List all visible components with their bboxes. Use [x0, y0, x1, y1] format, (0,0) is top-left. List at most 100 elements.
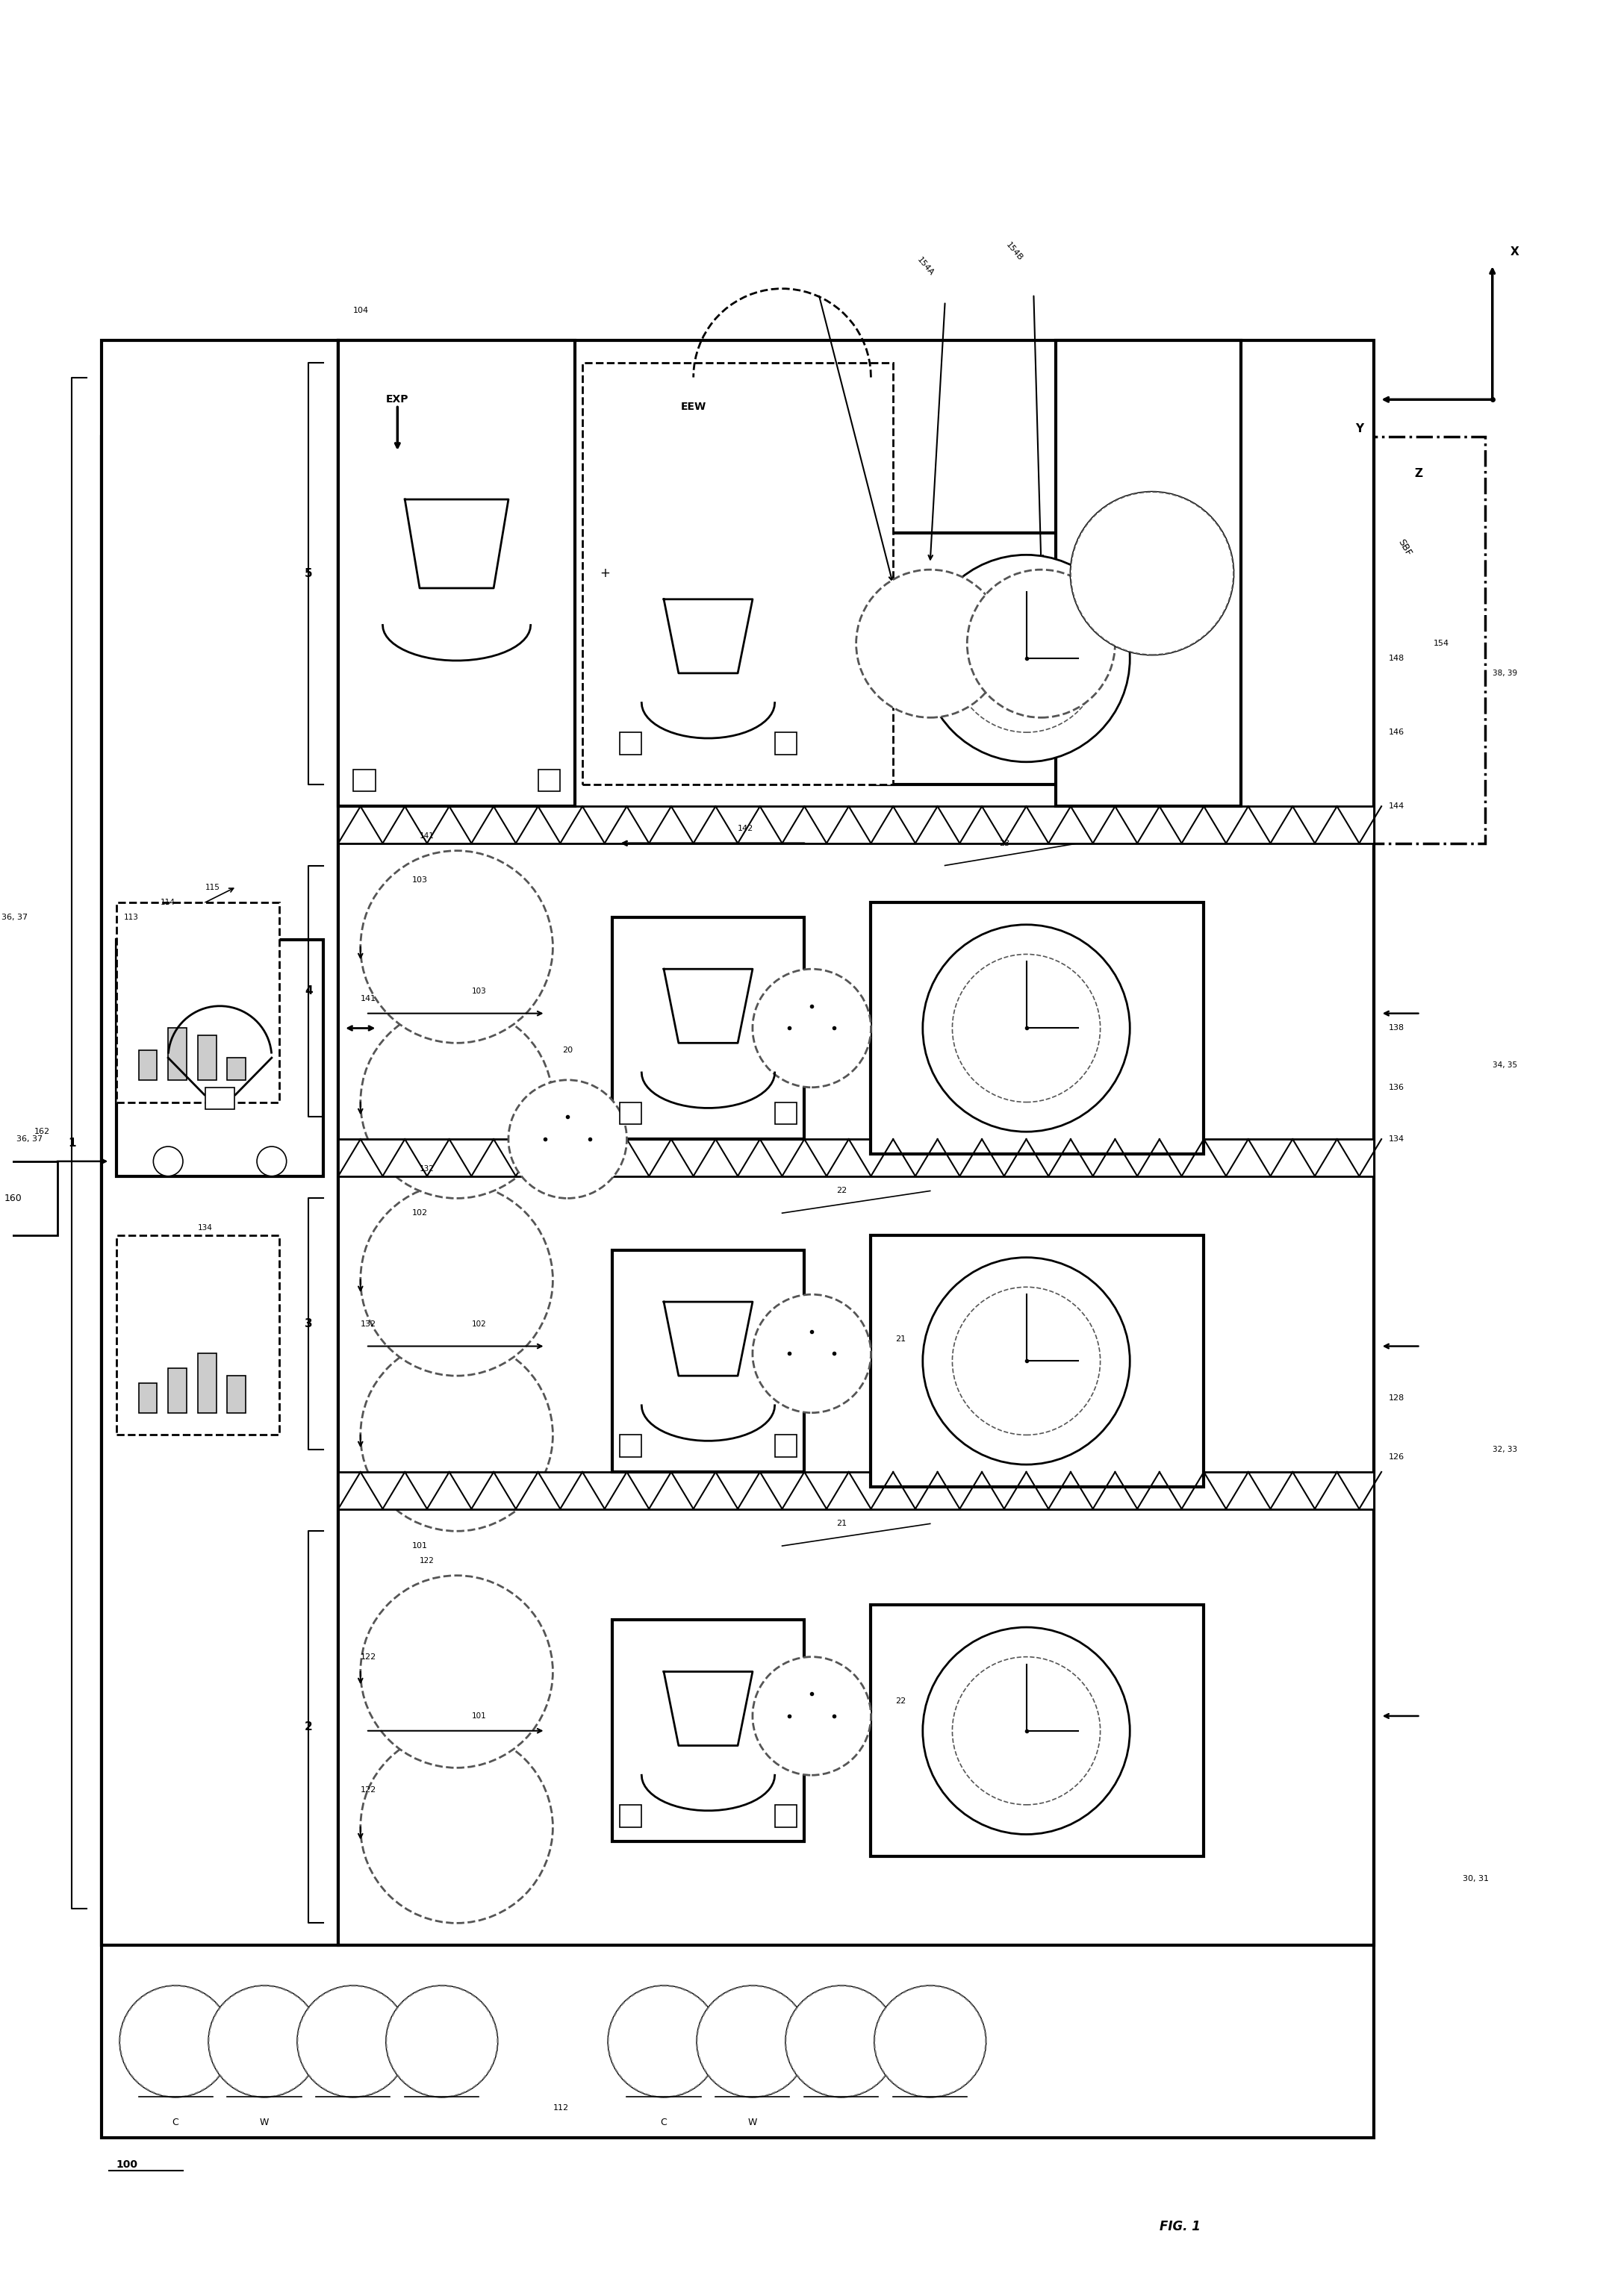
- Circle shape: [922, 1628, 1129, 1835]
- Text: C: C: [660, 2117, 667, 2128]
- Bar: [102, 340, 338, 1945]
- Text: 101: 101: [471, 1713, 485, 1720]
- Bar: [775, 732, 798, 755]
- Circle shape: [752, 1658, 870, 1775]
- Text: 160: 160: [3, 1194, 21, 1203]
- Text: 148: 148: [1388, 654, 1404, 661]
- Bar: [205, 1088, 235, 1109]
- Circle shape: [875, 1986, 985, 2096]
- Circle shape: [786, 1986, 896, 2096]
- Text: 36, 37: 36, 37: [16, 1137, 42, 1143]
- Circle shape: [856, 569, 1005, 719]
- Text: 154A: 154A: [916, 255, 935, 278]
- Text: X: X: [1510, 246, 1519, 257]
- Text: 141: 141: [419, 831, 435, 840]
- Bar: [338, 340, 574, 806]
- Bar: [775, 1805, 798, 1828]
- Text: 154: 154: [1434, 641, 1450, 647]
- Polygon shape: [663, 969, 752, 1042]
- Bar: [612, 1249, 804, 1472]
- Text: 142: 142: [738, 824, 752, 831]
- Circle shape: [257, 1146, 286, 1176]
- Circle shape: [120, 1986, 231, 2096]
- Polygon shape: [663, 1671, 752, 1745]
- Bar: [620, 1805, 642, 1828]
- Text: EEW: EEW: [681, 402, 705, 413]
- Text: 126: 126: [1388, 1453, 1404, 1460]
- Circle shape: [697, 1986, 807, 2096]
- Bar: [227, 1375, 246, 1412]
- Text: 5: 5: [304, 567, 312, 579]
- Text: +: +: [599, 567, 610, 581]
- Polygon shape: [404, 501, 508, 588]
- Circle shape: [608, 1986, 720, 2096]
- Bar: [102, 436, 1374, 2138]
- Bar: [116, 902, 278, 1102]
- Text: 136: 136: [1388, 1084, 1404, 1091]
- Text: 138: 138: [1388, 1024, 1404, 1031]
- Text: 154B: 154B: [1005, 241, 1024, 262]
- Circle shape: [1071, 491, 1233, 654]
- Bar: [870, 533, 1204, 785]
- Text: 128: 128: [1388, 1394, 1404, 1403]
- Text: EXP: EXP: [387, 395, 409, 404]
- Text: 101: 101: [413, 1543, 427, 1550]
- Text: 122: 122: [361, 1786, 377, 1793]
- Circle shape: [1071, 491, 1233, 654]
- Bar: [612, 916, 804, 1139]
- Bar: [870, 1605, 1204, 1857]
- Bar: [116, 939, 324, 1176]
- Text: 132: 132: [361, 1320, 377, 1327]
- Bar: [227, 1058, 246, 1079]
- Circle shape: [752, 1295, 870, 1412]
- Circle shape: [120, 1986, 231, 2096]
- Text: 38, 39: 38, 39: [1492, 670, 1518, 677]
- Text: W: W: [259, 2117, 269, 2128]
- Text: SBF: SBF: [1396, 537, 1414, 558]
- Text: 3: 3: [304, 1318, 312, 1329]
- Bar: [775, 1102, 798, 1125]
- Text: 32, 33: 32, 33: [1492, 1446, 1518, 1453]
- Circle shape: [209, 1986, 320, 2096]
- Text: 162: 162: [34, 1127, 50, 1137]
- Text: 22: 22: [837, 1187, 846, 1194]
- Circle shape: [387, 1986, 497, 2096]
- Bar: [353, 769, 375, 792]
- Text: 102: 102: [471, 1320, 485, 1327]
- Text: 20: 20: [563, 1047, 573, 1054]
- Circle shape: [154, 1146, 183, 1176]
- Circle shape: [953, 1288, 1100, 1435]
- Text: 21: 21: [837, 1520, 846, 1527]
- Text: 113: 113: [123, 914, 139, 921]
- Text: 22: 22: [895, 1697, 906, 1706]
- Circle shape: [298, 1986, 409, 2096]
- Text: W: W: [748, 2117, 757, 2128]
- Text: 122: 122: [361, 1653, 377, 1660]
- Bar: [338, 1139, 1374, 1176]
- Text: 100: 100: [116, 2161, 138, 2170]
- Circle shape: [953, 585, 1100, 732]
- Text: 104: 104: [353, 308, 369, 315]
- Bar: [168, 1029, 186, 1079]
- Bar: [338, 806, 1374, 843]
- Text: 102: 102: [413, 1210, 429, 1217]
- Text: 146: 146: [1388, 728, 1404, 737]
- Text: 141: 141: [361, 994, 377, 1003]
- Circle shape: [953, 1658, 1100, 1805]
- Text: 112: 112: [553, 2103, 568, 2112]
- Circle shape: [752, 969, 870, 1088]
- Text: 36, 37: 36, 37: [2, 914, 28, 921]
- Bar: [775, 1435, 798, 1458]
- Text: 21: 21: [895, 1334, 906, 1343]
- Circle shape: [953, 955, 1100, 1102]
- Circle shape: [922, 556, 1129, 762]
- Bar: [1057, 340, 1241, 806]
- Bar: [197, 1035, 217, 1079]
- Bar: [168, 1368, 186, 1412]
- Circle shape: [608, 1986, 720, 2096]
- Circle shape: [875, 1986, 985, 2096]
- Bar: [870, 902, 1204, 1155]
- Text: 115: 115: [205, 884, 220, 891]
- Text: 23: 23: [998, 840, 1010, 847]
- Text: 1: 1: [68, 1137, 76, 1148]
